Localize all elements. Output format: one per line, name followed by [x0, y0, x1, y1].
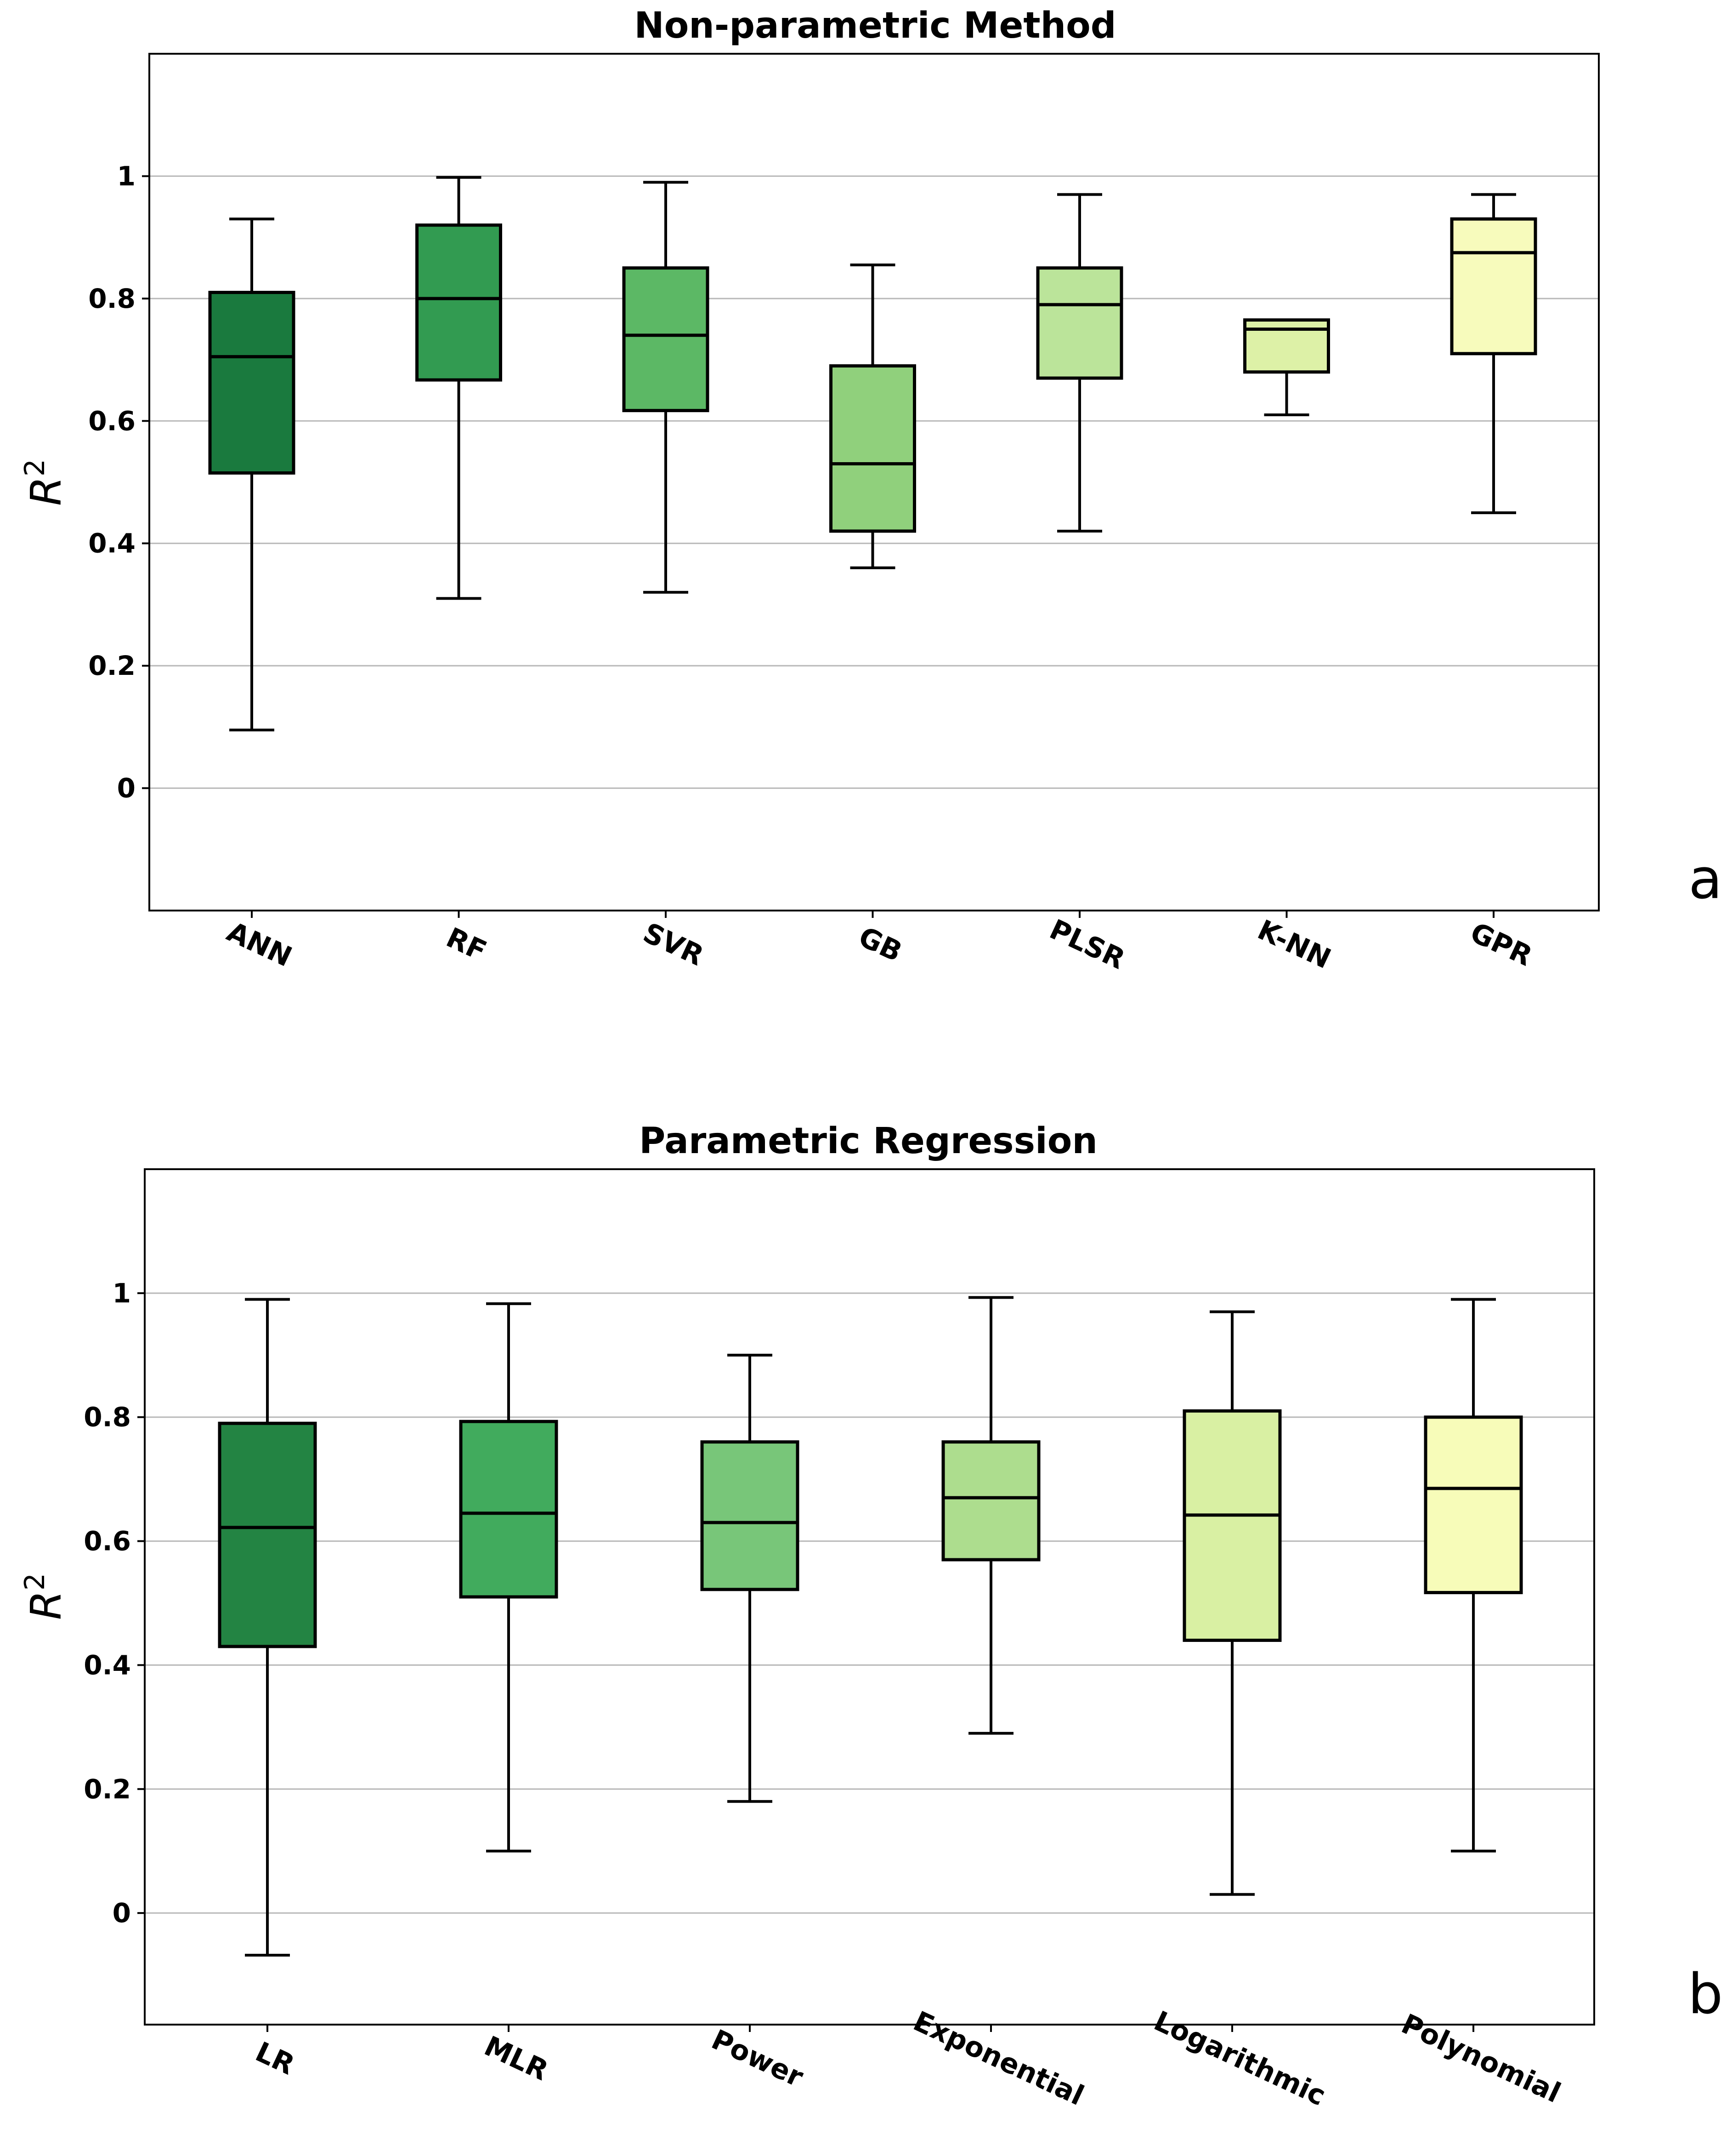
panel-a-plot-frame	[148, 53, 1600, 911]
y-tick-label: 0	[117, 773, 136, 804]
iqr-box	[941, 1440, 1041, 1562]
box-exponential	[941, 1296, 1041, 1735]
panel-a-y-ticks: 0 0.2 0.4 0.6 0.8 1	[88, 160, 149, 804]
y-tick-label: 0.4	[88, 528, 136, 559]
panel-b-plot-frame	[144, 1168, 1595, 2026]
iqr-box	[1424, 1415, 1523, 1595]
panel-b-chart: Parametric Regression 0 0.2 0.4 0.6 0.8 1 LR M…	[19, 1120, 1723, 2112]
iqr-box	[415, 223, 502, 382]
panel-b-y-ticks: 0 0.2 0.4 0.6 0.8 1	[84, 1278, 145, 1929]
y-tick-label: 0.2	[88, 650, 136, 681]
x-tick-label: Logarithmic	[1149, 2005, 1331, 2112]
box-gpr	[1450, 193, 1537, 515]
box-svr	[622, 181, 709, 594]
panel-a-x-ticks: ANN RF SVR GB PLSR K-NN GPR	[222, 911, 1537, 976]
iqr-box	[1450, 217, 1537, 356]
box-mlr	[459, 1302, 558, 1853]
x-tick-label: LR	[250, 2036, 299, 2081]
panel-b-y-axis-label: R2	[19, 1573, 71, 1620]
x-tick-label: K-NN	[1253, 914, 1336, 975]
y-tick-label: 0.8	[84, 1402, 131, 1433]
x-tick-label: MLR	[479, 2030, 553, 2087]
box-logarithmic	[1183, 1310, 1282, 1896]
x-tick-label: GPR	[1465, 917, 1537, 973]
panel-b-boxes	[218, 1296, 1523, 1957]
y-tick-label: 0.2	[84, 1773, 131, 1805]
box-gb	[829, 263, 916, 569]
box-plsr	[1036, 193, 1123, 533]
panel-a-chart: Non-parametric Method 0 0.2 0.4 0.6 0.8 1 ANN…	[19, 5, 1722, 976]
y-tick-label: 0	[113, 1897, 131, 1929]
panel-a-boxes	[208, 176, 1537, 732]
y-tick-label: 0.4	[84, 1649, 131, 1681]
box-polynomial	[1424, 1298, 1523, 1853]
iqr-box	[459, 1420, 558, 1599]
box-k-nn	[1243, 318, 1330, 416]
panel-b-x-ticks: LR MLR Power Exponential Logarithmic Polynomi…	[250, 2005, 1565, 2112]
panel-a-y-axis-label: R2	[19, 459, 71, 506]
panel-a-title: Non-parametric Method	[634, 5, 1116, 46]
x-tick-label: RF	[442, 922, 492, 968]
iqr-box	[829, 364, 916, 533]
iqr-box	[208, 291, 295, 475]
y-tick-label: 0.6	[84, 1526, 131, 1557]
x-tick-label: SVR	[638, 917, 708, 972]
x-tick-label: ANN	[222, 916, 297, 973]
iqr-box	[1036, 266, 1123, 380]
x-tick-label: Power	[707, 2024, 808, 2094]
iqr-box	[622, 266, 709, 413]
iqr-box	[1183, 1409, 1282, 1642]
box-ann	[208, 217, 295, 732]
x-tick-label: GB	[854, 921, 907, 968]
x-tick-label: Polynomial	[1397, 2008, 1566, 2109]
box-power	[700, 1353, 799, 1803]
panel-a-letter: a	[1688, 848, 1722, 911]
x-tick-label: Exponential	[908, 2005, 1088, 2112]
x-tick-label: PLSR	[1045, 913, 1130, 976]
box-lr	[218, 1298, 317, 1957]
panel-b-letter: b	[1688, 1963, 1723, 2026]
box-rf	[415, 176, 502, 600]
iqr-box	[700, 1440, 799, 1591]
y-tick-label: 1	[117, 160, 136, 192]
y-tick-label: 0.6	[88, 405, 136, 436]
iqr-box	[218, 1421, 317, 1648]
y-tick-label: 1	[113, 1278, 131, 1309]
panel-b-title: Parametric Regression	[639, 1120, 1098, 1162]
y-tick-label: 0.8	[88, 283, 136, 314]
panel-b-gridlines	[145, 1292, 1594, 1914]
